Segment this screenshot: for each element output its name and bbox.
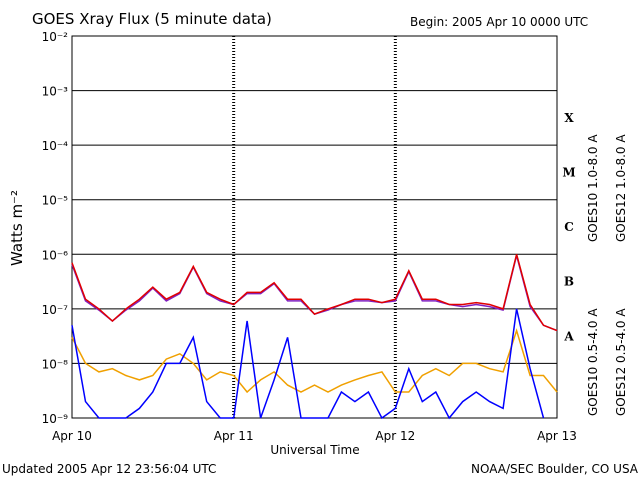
flare-class-label: C: [564, 220, 574, 234]
flare-class-label: M: [562, 166, 575, 180]
series-line: [71, 254, 558, 332]
plot-frame: [71, 35, 558, 419]
flare-class-label: A: [563, 329, 574, 343]
x-tick-label: Apr 11: [214, 429, 254, 443]
y-tick-label: 10⁻⁴: [42, 139, 69, 153]
x-tick-label: Apr 10: [52, 429, 92, 443]
legend-label: GOES12 0.5-4.0 A: [614, 308, 628, 416]
chart-subtitle: Begin: 2005 Apr 10 0000 UTC: [410, 15, 588, 29]
y-tick-label: 10⁻³: [42, 85, 69, 99]
y-tick-label: 10⁻⁶: [42, 248, 69, 262]
y-tick-label: 10⁻⁸: [42, 357, 69, 371]
y-tick-label: 10⁻⁹: [42, 412, 69, 426]
y-tick-label: 10⁻⁵: [42, 194, 69, 208]
flare-class-label: B: [564, 275, 574, 289]
x-tick-label: Apr 13: [537, 429, 577, 443]
legend-label: GOES10 0.5-4.0 A: [586, 308, 600, 416]
chart-title: GOES Xray Flux (5 minute data): [32, 10, 272, 28]
series-line: [71, 308, 545, 420]
y-axis-label: Watts m⁻²: [8, 190, 26, 266]
legend-label: GOES12 1.0-8.0 A: [614, 134, 628, 242]
x-axis-label: Universal Time: [270, 443, 359, 457]
flare-class-label: X: [564, 111, 574, 125]
x-tick-label: Apr 12: [375, 429, 415, 443]
series-line: [71, 255, 558, 332]
y-tick-label: 10⁻²: [42, 30, 69, 44]
series-line: [71, 328, 558, 394]
footer-right: NOAA/SEC Boulder, CO USA: [471, 462, 639, 476]
footer-left: Updated 2005 Apr 12 23:56:04 UTC: [2, 462, 216, 476]
y-tick-label: 10⁻⁷: [42, 303, 69, 317]
legend-label: GOES10 1.0-8.0 A: [586, 134, 600, 242]
